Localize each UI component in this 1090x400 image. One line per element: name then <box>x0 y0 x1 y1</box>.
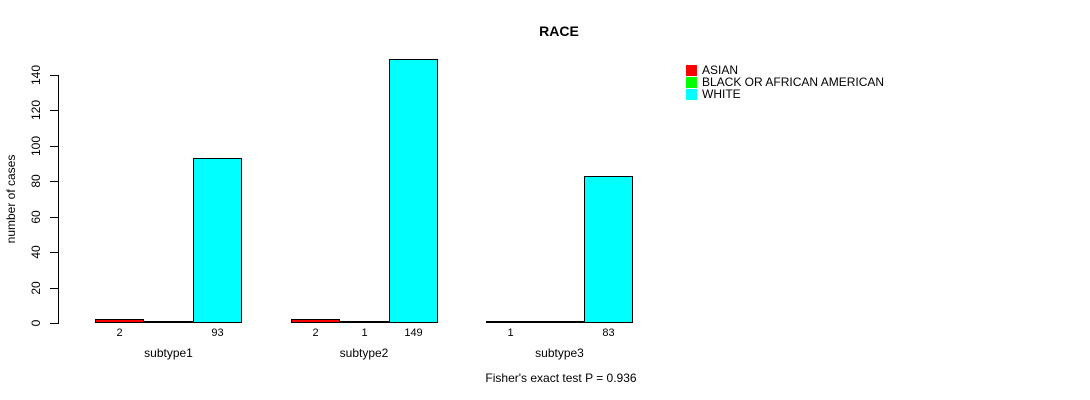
bar-value-label: 83 <box>602 327 615 339</box>
legend-item-asian: ASIAN <box>686 64 884 76</box>
chart-title: RACE <box>539 23 579 39</box>
legend: ASIAN BLACK OR AFRICAN AMERICAN WHITE <box>686 64 884 100</box>
bar-black-or-african-american-subtype3 <box>535 321 584 323</box>
y-tick-label: 40 <box>29 245 43 259</box>
x-category-label-subtype3: subtype3 <box>535 346 584 360</box>
y-tick-mark <box>50 146 58 147</box>
y-tick-mark <box>50 181 58 182</box>
bar-black-or-african-american-subtype1 <box>144 321 193 323</box>
y-tick-label: 120 <box>29 99 43 121</box>
y-tick-mark <box>50 217 58 218</box>
y-tick-label: 60 <box>29 210 43 224</box>
legend-label-white: WHITE <box>702 87 741 101</box>
bar-value-label: 1 <box>507 327 514 339</box>
y-tick-label: 100 <box>29 135 43 157</box>
bar-value-label: 1 <box>361 327 368 339</box>
bar-asian-subtype2 <box>291 319 340 323</box>
y-tick-mark <box>50 110 58 111</box>
x-category-label-subtype2: subtype2 <box>339 346 389 360</box>
y-axis-line <box>58 75 59 324</box>
legend-label-asian: ASIAN <box>702 63 739 77</box>
bar-value-label: 93 <box>211 327 224 339</box>
bar-white-subtype3 <box>584 176 633 323</box>
y-tick-label: 20 <box>29 281 43 295</box>
bar-value-label: 2 <box>116 327 123 339</box>
y-tick-label: 80 <box>29 174 43 188</box>
legend-label-black-or-african-american: BLACK OR AFRICAN AMERICAN <box>702 75 885 89</box>
y-tick-mark <box>50 75 58 76</box>
annotation-fisher-test: Fisher's exact test P = 0.936 <box>485 371 637 385</box>
bar-asian-subtype1 <box>95 319 144 323</box>
y-tick-mark <box>50 323 58 324</box>
legend-swatch-asian <box>686 64 697 76</box>
bar-asian-subtype3 <box>486 321 535 323</box>
legend-item-black-or-african-american: BLACK OR AFRICAN AMERICAN <box>686 76 884 88</box>
y-tick-mark <box>50 288 58 289</box>
y-tick-label: 0 <box>29 319 43 327</box>
legend-swatch-black-or-african-american <box>686 76 697 88</box>
bar-value-label: 2 <box>312 327 319 339</box>
bar-black-or-african-american-subtype2 <box>340 321 389 323</box>
bar-value-label: 149 <box>404 327 423 339</box>
legend-item-white: WHITE <box>686 88 884 100</box>
legend-swatch-white <box>686 88 697 100</box>
y-axis-label: number of cases <box>4 154 18 244</box>
bar-white-subtype2 <box>389 59 438 323</box>
y-tick-mark <box>50 252 58 253</box>
y-tick-label: 140 <box>29 64 43 86</box>
bar-white-subtype1 <box>193 158 242 323</box>
x-category-label-subtype1: subtype1 <box>144 346 193 360</box>
